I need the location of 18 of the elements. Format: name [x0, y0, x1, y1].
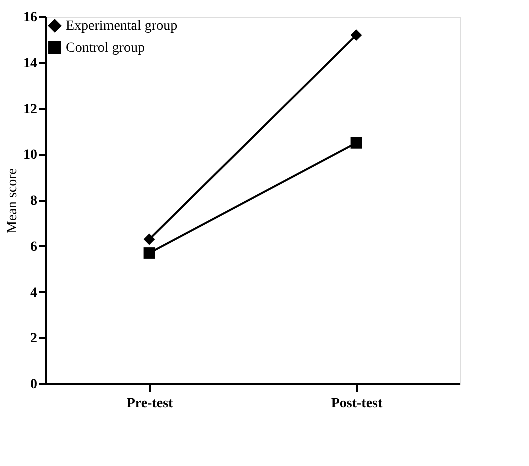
y-tick-label: 8: [30, 194, 38, 209]
y-tick-label: 14: [24, 56, 38, 72]
point: [350, 137, 362, 149]
point: [350, 30, 362, 42]
y-tick-label: 4: [30, 286, 38, 301]
y-tick-label: 6: [30, 240, 38, 255]
y-tick-label: 2: [30, 332, 38, 347]
legend-label: Experimental group: [66, 19, 178, 34]
x-tick-label: Pre-test: [126, 396, 174, 412]
y-tick-label: 12: [24, 102, 38, 118]
x-tick-label: Post-test: [331, 396, 383, 412]
y-tick-label: 10: [24, 148, 38, 164]
point: [144, 248, 156, 259]
legend-label: Control group: [66, 41, 145, 56]
y-tick-label: 0: [30, 378, 38, 392]
point: [144, 234, 156, 246]
y-tick-label: 16: [24, 10, 38, 26]
y-axis-title: Mean score: [6, 168, 20, 234]
